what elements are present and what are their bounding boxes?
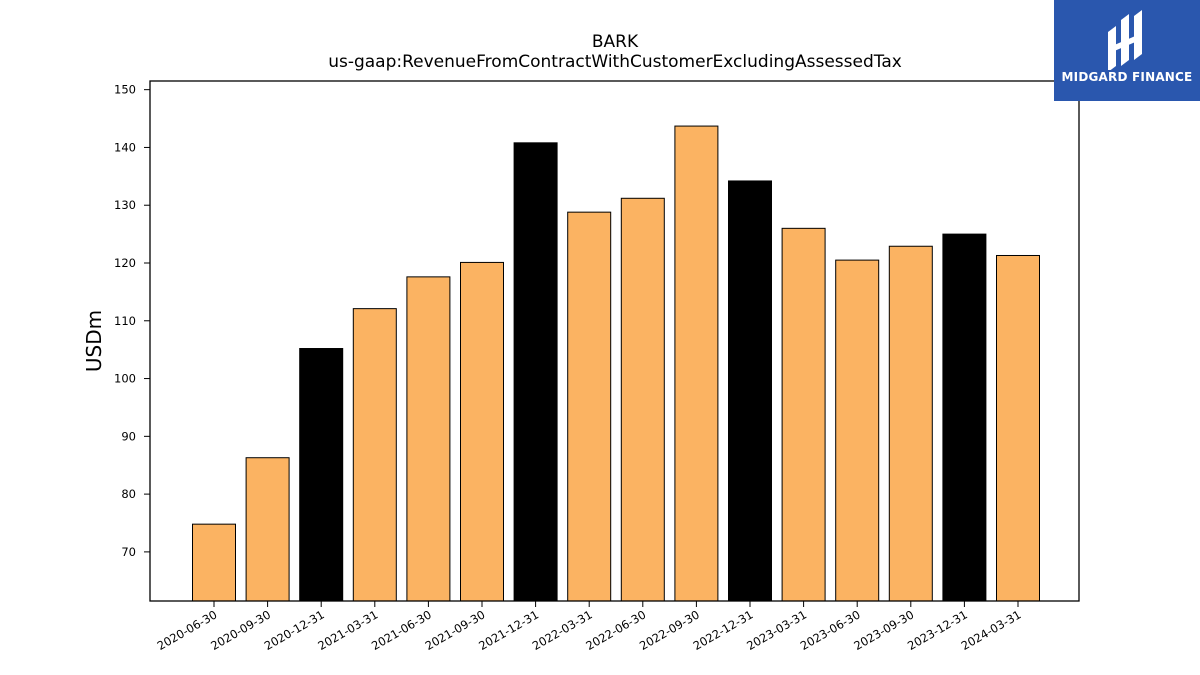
x-tick-label: 2022-03-31: [530, 607, 595, 653]
bar-2023-12-31: [942, 233, 987, 602]
chart-title: BARK us-gaap:RevenueFromContractWithCust…: [0, 32, 1200, 72]
bar-2024-03-31: [996, 254, 1040, 602]
y-tick-label: 140: [114, 140, 136, 154]
bar-2022-06-30: [620, 197, 665, 602]
x-tick-label: 2023-09-30: [851, 607, 916, 653]
bar-2020-12-31: [299, 348, 344, 602]
x-tick-label: 2023-03-31: [744, 607, 809, 653]
chart-subtitle: us-gaap:RevenueFromContractWithCustomerE…: [328, 52, 902, 72]
bar-2023-03-31: [781, 227, 826, 602]
bar-2021-06-30: [406, 276, 451, 602]
bar-2022-12-31: [728, 180, 772, 602]
x-tick-label: 2020-12-31: [262, 607, 327, 653]
x-tick-label: 2021-03-31: [315, 607, 380, 653]
bar-2022-03-31: [567, 211, 612, 602]
bar-2023-09-30: [888, 245, 933, 602]
x-ticks: 2020-06-302020-09-302020-12-312021-03-31…: [155, 601, 1024, 653]
logo-mark-icon: [1108, 10, 1142, 70]
x-tick-label: 2021-06-30: [369, 607, 434, 653]
x-tick-label: 2021-09-30: [423, 607, 488, 653]
x-tick-label: 2020-09-30: [208, 607, 273, 653]
y-ticks: 70 80 90 100 110 120 130 140 150: [114, 83, 150, 559]
y-tick-label: 110: [114, 314, 136, 328]
x-tick-label: 2023-06-30: [798, 607, 863, 653]
axes: [149, 80, 1080, 602]
bar-2022-09-30: [674, 125, 719, 602]
chart-title-main: BARK: [591, 32, 639, 52]
x-tick-label: 2022-06-30: [583, 607, 648, 653]
bar-2021-03-31: [352, 308, 397, 602]
y-tick-label: 120: [114, 256, 136, 270]
y-tick-label: 100: [114, 372, 136, 386]
x-tick-label: 2022-09-30: [637, 607, 702, 653]
y-tick-label: 130: [114, 198, 136, 212]
y-tick-label: 70: [121, 545, 136, 559]
x-tick-label: 2023-12-31: [905, 607, 970, 653]
y-tick-label: 80: [121, 487, 136, 501]
x-tick-label: 2024-03-31: [959, 607, 1024, 653]
y-tick-label: 150: [114, 83, 136, 97]
bar-2020-06-30: [192, 523, 236, 602]
x-tick-label: 2022-12-31: [691, 607, 756, 653]
y-tick-label: 90: [121, 429, 136, 443]
bar-2023-06-30: [835, 259, 880, 602]
x-tick-label: 2021-12-31: [476, 607, 541, 653]
y-axis-label: USDm: [82, 310, 106, 372]
plot-frame: [149, 80, 1080, 602]
bar-2021-09-30: [460, 261, 504, 602]
logo-text: MIDGARD FINANCE: [1061, 70, 1193, 84]
brand-logo: MIDGARD FINANCE: [1054, 0, 1200, 101]
bar-2020-09-30: [245, 457, 290, 602]
x-tick-label: 2020-06-30: [155, 607, 220, 653]
bar-2021-12-31: [513, 142, 558, 602]
bars: [192, 125, 1040, 602]
